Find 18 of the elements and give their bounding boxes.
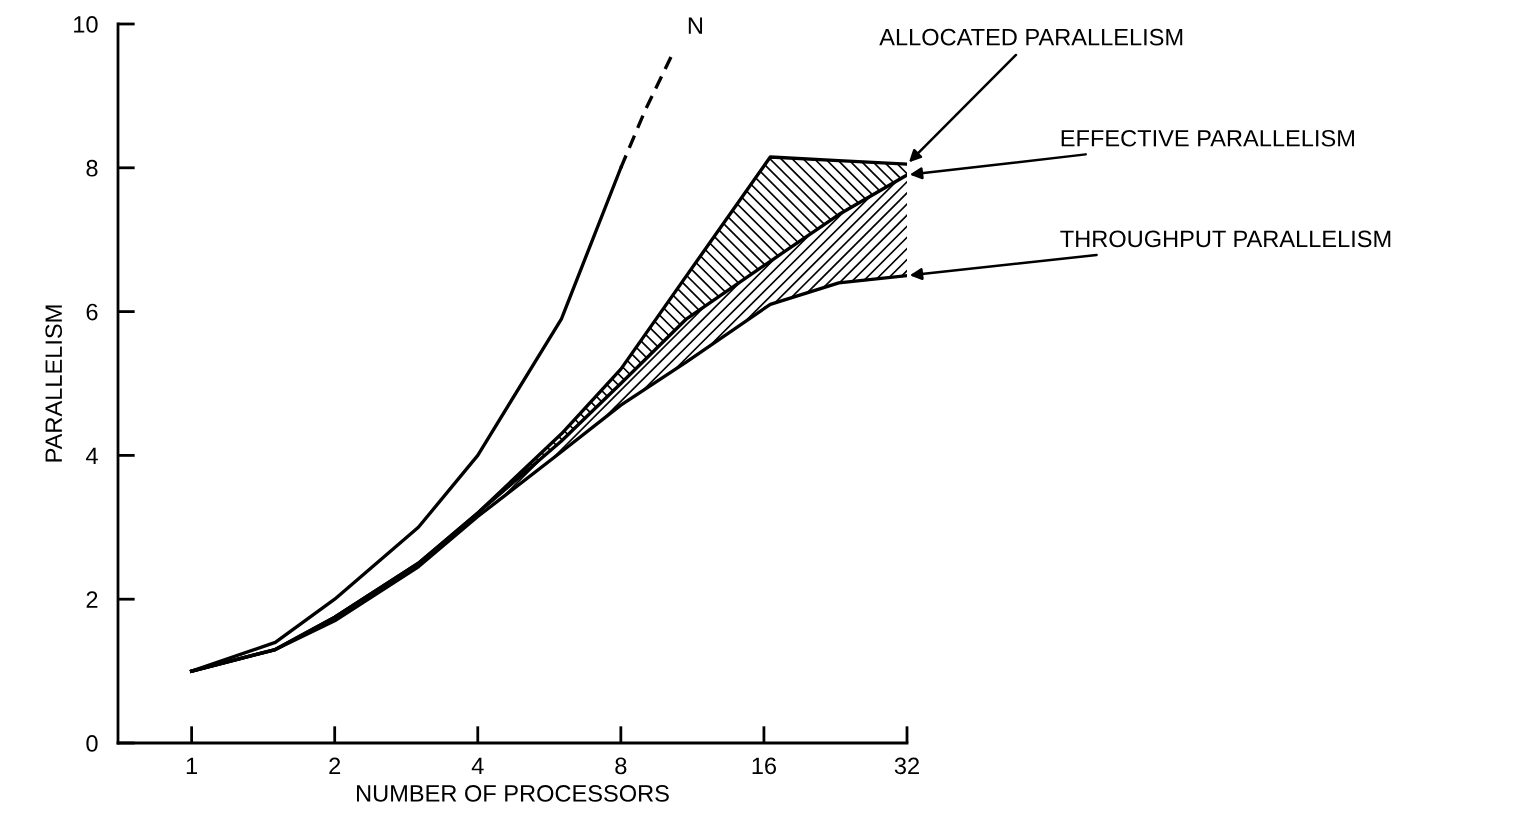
y-tick-label: 4 xyxy=(85,447,98,464)
x-tick-label: 32 xyxy=(894,757,919,775)
text: THROUGHPUT PARALLELISM xyxy=(1060,230,1391,248)
x-tick-label: 2 xyxy=(329,757,341,774)
text: ALLOCATED PARALLELISM xyxy=(879,28,1183,46)
x-tick-label: 8 xyxy=(615,757,627,775)
y-axis-title: PARALLELISM xyxy=(45,305,63,462)
y-tick-label: 10 xyxy=(74,16,98,33)
y-tick-label: 0 xyxy=(86,735,98,752)
y-tick-label: 6 xyxy=(86,303,98,321)
x-tick-label: 4 xyxy=(471,757,484,774)
x-tick-label: 16 xyxy=(752,757,777,775)
y-tick-label: 2 xyxy=(86,591,98,608)
x-tick-label: 1 xyxy=(186,757,198,774)
text: EFFECTIVE PARALLELISM xyxy=(1061,129,1354,147)
series-label: N xyxy=(688,17,703,34)
x-axis-title: NUMBER OF PROCESSORS xyxy=(357,785,669,802)
y-tick-label: 8 xyxy=(86,159,98,177)
